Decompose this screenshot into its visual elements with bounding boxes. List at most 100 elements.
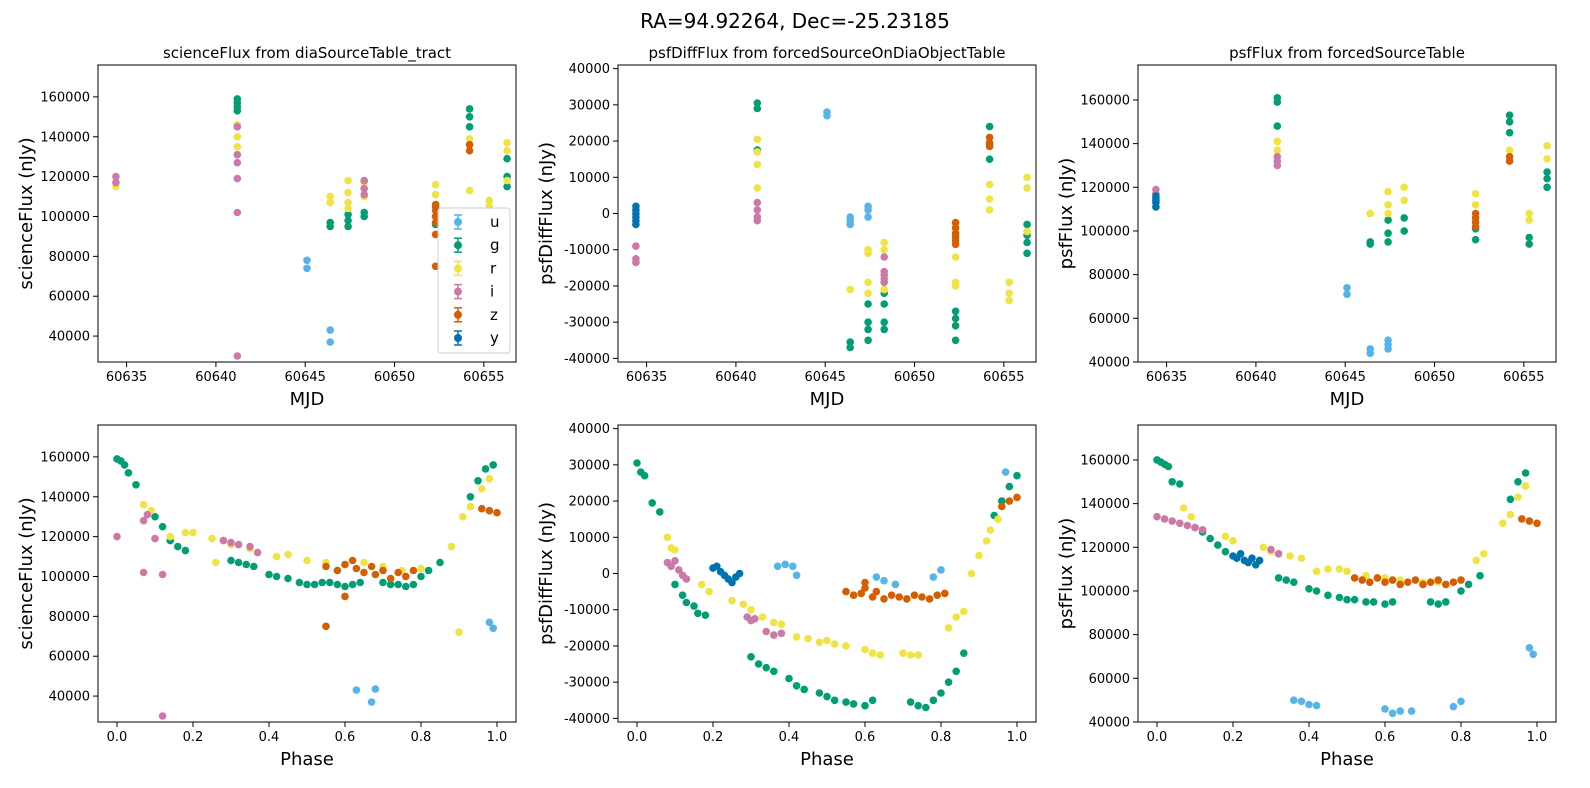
data-point-g [785, 674, 793, 683]
data-point-r [431, 180, 440, 189]
data-point-g [466, 493, 475, 501]
data-point-r [485, 196, 494, 205]
data-point-i [675, 566, 683, 574]
data-point-i [770, 631, 778, 639]
data-point-i [1198, 526, 1207, 534]
y-tick-label: 160000 [1080, 93, 1130, 108]
data-point-g [1514, 478, 1522, 486]
x-tick-label: 0.4 [1299, 730, 1320, 745]
data-point-u [1312, 701, 1321, 710]
data-point-r [1384, 209, 1392, 218]
data-point-g [1290, 578, 1298, 586]
data-point-r [1471, 190, 1480, 198]
data-point-r [303, 556, 311, 565]
data-point-g [985, 155, 994, 163]
data-point-r [1400, 196, 1408, 205]
y-tick-label: 160000 [40, 90, 90, 105]
data-point-u [1525, 644, 1534, 652]
axes-frame [1137, 424, 1557, 723]
legend-label: z [490, 306, 498, 324]
data-point-g [344, 210, 352, 219]
series-g [1273, 94, 1551, 248]
data-point-g [1168, 478, 1176, 486]
series-z [951, 133, 994, 249]
data-point-i [158, 570, 167, 579]
y-tick-label: -30000 [564, 676, 610, 691]
data-point-g [1543, 183, 1551, 192]
data-point-i [233, 352, 242, 360]
data-point-u [1529, 650, 1537, 659]
series-z [322, 504, 501, 631]
y-tick-label: 60000 [1089, 312, 1130, 327]
data-point-r [663, 533, 672, 542]
legend-label: i [490, 283, 494, 301]
data-point-u [352, 686, 361, 694]
data-point-i [880, 253, 888, 261]
data-point-i [139, 516, 148, 525]
data-point-g [1350, 595, 1359, 604]
data-point-r [770, 618, 778, 627]
legend-marker [454, 334, 462, 342]
data-points [1153, 456, 1541, 718]
data-point-r [823, 636, 831, 645]
x-tick-label: 60645 [805, 370, 846, 385]
data-point-z [903, 595, 911, 603]
legend-entry-y: y [454, 329, 499, 347]
data-point-i [1273, 161, 1282, 170]
data-point-g [481, 465, 490, 473]
data-point-y [735, 569, 744, 578]
data-point-g [849, 700, 858, 708]
data-points [113, 455, 501, 720]
y-tick-label: 100000 [1080, 224, 1130, 239]
data-point-i [113, 532, 121, 541]
x-tick-label: 60640 [1235, 370, 1276, 385]
legend-label: r [490, 259, 497, 277]
data-point-i [234, 540, 243, 549]
data-point-i [880, 278, 888, 287]
data-point-g [379, 578, 387, 587]
data-point-g [951, 307, 960, 316]
x-tick-label: 60635 [106, 370, 147, 385]
data-point-z [1381, 578, 1389, 586]
data-point-r [876, 651, 884, 659]
data-point-g [402, 582, 410, 591]
data-point-g [1442, 598, 1450, 606]
data-point-g [1273, 98, 1282, 106]
y-tick-label: -20000 [564, 639, 610, 654]
data-point-g [864, 318, 872, 327]
x-tick-label: 60655 [983, 370, 1024, 385]
data-point-g [326, 578, 334, 587]
data-point-g [1381, 600, 1389, 608]
data-point-i [1267, 545, 1275, 554]
data-point-g [295, 578, 304, 587]
data-point-g [489, 461, 498, 469]
data-point-z [1471, 222, 1480, 231]
y-axis-label: psfDiffFlux (nJy) [536, 502, 557, 645]
data-point-i [139, 568, 148, 577]
data-point-r [868, 649, 877, 657]
data-point-u [781, 560, 789, 569]
series-i [632, 198, 888, 287]
data-point-g [846, 338, 854, 346]
data-point-r [478, 485, 486, 493]
data-point-g [1388, 598, 1397, 606]
data-point-z [1013, 493, 1021, 502]
data-point-z [1350, 574, 1359, 582]
series-y [632, 202, 640, 229]
data-point-r [952, 613, 960, 621]
data-point-z [895, 593, 903, 601]
y-tick-label: 40000 [1089, 356, 1130, 371]
data-point-g [1221, 547, 1230, 556]
data-point-u [891, 580, 900, 589]
data-point-g [1013, 471, 1021, 480]
data-point-r [465, 186, 474, 195]
data-point-i [1176, 519, 1184, 528]
data-point-g [1505, 118, 1514, 126]
legend-marker [454, 241, 462, 250]
data-point-z [925, 595, 934, 603]
series-u [303, 256, 335, 346]
data-point-r [431, 190, 440, 199]
data-point-g [754, 660, 763, 668]
data-point-g [1476, 571, 1484, 580]
data-points [633, 459, 1021, 712]
